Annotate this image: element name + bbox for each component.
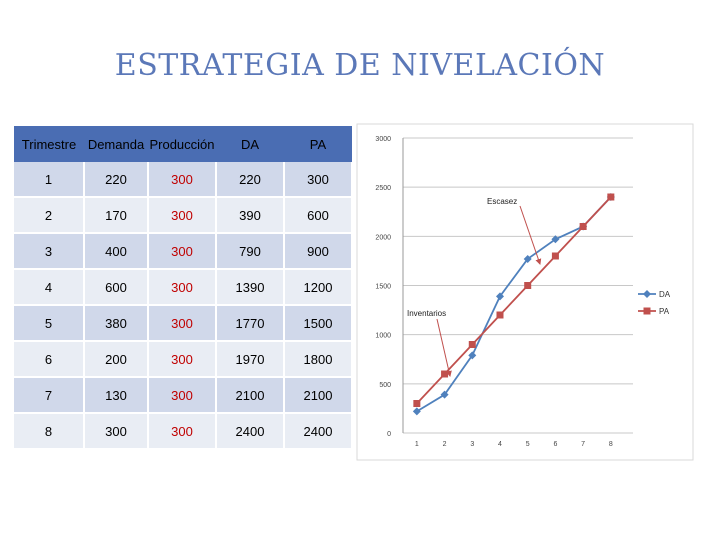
point-pa [524,282,532,289]
header-pa: PA [284,126,352,162]
x-tick-label: 8 [609,441,613,448]
table-header-row: Trimestre Demanda Producción DA PA [14,126,352,162]
cell-pa: 2100 [284,377,353,414]
cell-da: 220 [216,162,285,198]
cell-demanda: 400 [84,233,149,270]
cell-da: 1390 [216,269,285,306]
cell-trimestre: 3 [14,233,85,270]
table-row: 4 600 300 1390 1200 [14,269,353,306]
table-row: 2 170 300 390 600 [14,197,353,234]
x-tick-label: 3 [470,441,474,448]
table-row: 6 200 300 1970 1800 [14,341,353,378]
cell-demanda: 380 [84,305,149,342]
y-tick-label: 3000 [375,136,391,143]
point-pa [441,370,449,378]
cell-produccion: 300 [148,197,217,234]
series-line-pa [416,196,612,405]
series-line-da [416,196,612,413]
escasez-arrow [519,205,542,265]
cell-produccion: 300 [148,269,217,306]
cell-produccion: 300 [148,413,217,450]
strategy-table: Trimestre Demanda Producción DA PA 1 220 3… [14,126,353,450]
cell-produccion: 300 [148,305,217,342]
point-da [551,235,560,244]
point-pa [468,341,476,348]
cell-produccion: 300 [148,162,217,198]
cell-trimestre: 7 [14,377,85,414]
table-row: 1 220 300 220 300 [14,162,353,198]
cell-da: 790 [216,233,285,270]
x-tick-label: 6 [553,441,557,448]
cell-pa: 900 [284,233,353,270]
cell-pa: 600 [284,197,353,234]
point-da [440,390,449,399]
x-tick-label: 5 [526,441,530,448]
point-pa [579,223,587,230]
y-tick-label: 1500 [375,284,391,291]
header-produccion: Producción [148,126,216,162]
point-pa [413,400,421,407]
cell-pa: 300 [284,162,353,198]
cell-da: 1770 [216,305,285,342]
y-tick-label: 500 [379,382,391,389]
header-demanda: Demanda [84,126,148,162]
legend-label-da: DA [659,290,671,299]
leveling-chart: 0 500 1000 1500 2000 2500 3000 1 2 3 4 5 6 7 8 Escasez I… [356,123,694,461]
cell-produccion: 300 [148,341,217,378]
cell-da: 1970 [216,341,285,378]
header-trimestre: Trimestre [14,126,84,162]
cell-demanda: 600 [84,269,149,306]
annotation-inventarios: Inventarios [407,309,446,318]
cell-da: 2400 [216,413,285,450]
inventarios-arrow [436,318,452,377]
y-tick-label: 2500 [375,185,391,192]
point-da [412,407,421,416]
cell-produccion: 300 [148,377,217,414]
cell-trimestre: 2 [14,197,85,234]
table-row: 5 380 300 1770 1500 [14,305,353,342]
legend-label-pa: PA [659,307,670,316]
cell-pa: 1500 [284,305,353,342]
cell-pa: 1800 [284,341,353,378]
cell-demanda: 130 [84,377,149,414]
cell-da: 390 [216,197,285,234]
cell-trimestre: 8 [14,413,85,450]
y-tick-label: 0 [387,431,391,438]
legend-marker-da [643,290,651,298]
x-tick-label: 7 [581,441,585,448]
point-da [468,351,477,360]
cell-trimestre: 6 [14,341,85,378]
annotation-escasez: Escasez [487,197,517,206]
header-da: DA [216,126,284,162]
cell-pa: 1200 [284,269,353,306]
x-tick-label: 1 [415,441,419,448]
cell-pa: 2400 [284,413,353,450]
chart-frame [356,123,694,461]
point-da [495,292,504,301]
cell-trimestre: 1 [14,162,85,198]
point-pa [607,193,615,201]
point-pa [496,311,504,319]
point-pa [551,252,559,260]
cell-produccion: 300 [148,233,217,270]
cell-demanda: 170 [84,197,149,234]
x-tick-label: 2 [443,441,447,448]
cell-trimestre: 5 [14,305,85,342]
x-tick-label: 4 [498,441,502,448]
cell-demanda: 200 [84,341,149,378]
cell-demanda: 220 [84,162,149,198]
y-tick-label: 1000 [375,333,391,340]
cell-demanda: 300 [84,413,149,450]
cell-trimestre: 4 [14,269,85,306]
cell-da: 2100 [216,377,285,414]
point-da [523,254,532,263]
table-row: 3 400 300 790 900 [14,233,353,270]
table-row: 8 300 300 2400 2400 [14,413,353,450]
table-row: 7 130 300 2100 2100 [14,377,353,414]
page-title: ESTRATEGIA DE NIVELACIÓN [114,48,606,83]
y-tick-label: 2000 [375,234,391,241]
legend-marker-pa [643,307,651,315]
